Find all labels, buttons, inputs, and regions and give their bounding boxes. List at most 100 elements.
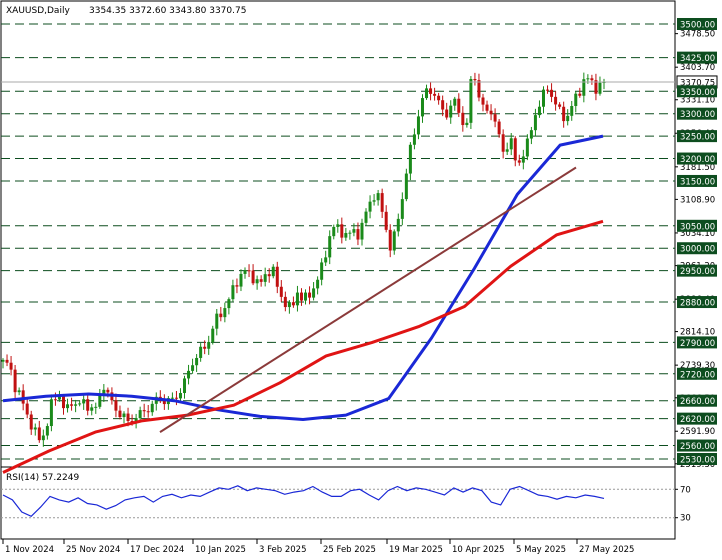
candle-body [517,160,521,163]
candle-body [215,313,219,329]
y-tick-label: 3403.70 [680,63,715,73]
level-tag-bg [677,453,717,465]
candle-body [574,93,578,106]
candle-body [74,404,78,406]
candle-body [332,226,336,237]
plot-area-border [0,0,676,540]
level-tag: 3150.00 [677,174,717,187]
level-tag-bg [677,174,717,187]
candle-body [336,224,340,227]
candle-body [533,115,537,131]
candle-body [509,138,513,150]
x-tick-label: 19 Mar 2025 [389,545,443,555]
level-price-tags: 3500.00 3425.00 3350.00 3300.00 3250.00 3200.… [677,18,717,466]
candle-body [320,262,324,280]
candle-body [70,404,74,406]
candle-body [546,89,550,91]
candle-body [368,201,372,212]
level-tag-label: 3500.00 [680,21,715,31]
horizontal-levels [1,23,675,460]
candle-body [247,270,251,272]
rsi-label: RSI(14) 57.2249 [6,473,79,483]
candle-body [98,395,102,407]
candle-body [53,399,57,401]
candle-body [497,121,501,135]
candle-body [461,112,465,126]
candle-body [295,292,299,306]
candle-body [25,403,29,415]
x-tick-label: 10 Jan 2025 [195,545,246,555]
level-tag-label: 3000.00 [680,245,715,255]
candle-body [489,110,493,115]
candle-body [146,411,150,413]
candle-body [211,328,215,342]
candle-body [396,218,400,232]
level-tag-label: 2620.00 [680,415,715,425]
ohlc-label: 3354.35 3372.60 3343.80 3370.75 [89,6,246,16]
candle-body [235,285,239,287]
candle-body [94,406,98,408]
series-line [2,219,604,474]
candle-body [9,362,13,370]
candle-body [404,173,408,200]
candle-body [251,270,255,284]
candles [1,72,606,447]
candle-body [416,116,420,135]
y-tick-label: 3034.10 [680,229,715,239]
candle-body [485,104,489,111]
candle-body [275,266,279,287]
rsi-indicator: 70 30 [1,485,691,524]
level-tag-bg [677,264,717,277]
candle-body [445,109,449,118]
candle-body [537,106,541,116]
candle-body [37,427,41,441]
level-tag-bg [677,412,717,425]
candle-body [231,285,235,300]
level-tag-label: 2720.00 [680,370,715,380]
candle-body [364,211,368,223]
level-tag: 3300.00 [677,107,717,120]
y-tick-label: 3331.10 [680,96,715,106]
level-tag: 2720.00 [677,367,717,380]
level-tag: 2530.00 [677,453,717,466]
candle-body [199,346,203,358]
candle-body [142,410,146,412]
series-line [2,134,604,421]
candle-body [340,224,344,238]
candle-body [570,105,574,116]
candle-body [191,365,195,371]
level-tag: 3250.00 [677,130,717,143]
y-tick-label: 3478.50 [680,30,715,40]
level-tag-label: 3050.00 [680,222,715,232]
level-tag-bg [677,18,717,30]
x-tick-label: 1 Nov 2024 [5,545,54,555]
level-tag-label: 3250.00 [680,133,715,143]
candle-body [473,79,477,81]
level-tag-bg [677,296,717,309]
candle-body [578,93,582,96]
candle-body [384,211,388,230]
candle-body [558,104,562,107]
candle-body [13,369,17,393]
candle-body [255,279,259,284]
candle-body [372,200,376,202]
candle-body [57,396,61,400]
candle-body [203,346,207,349]
level-tag-label: 2790.00 [680,339,715,349]
level-tag: 3000.00 [677,242,717,255]
level-tag-label: 3200.00 [680,155,715,165]
candle-body [457,98,461,113]
level-tag-bg [677,85,717,98]
candle-body [134,418,138,422]
candle-body [174,397,178,399]
candle-body [304,292,308,301]
level-tag: 2620.00 [677,412,717,425]
level-tag-bg [677,439,717,452]
candle-body [453,98,457,106]
candle-body [291,302,295,306]
level-tag-bg [677,394,717,407]
candle-body [183,378,187,394]
candle-body [299,292,303,301]
level-tag-label: 3300.00 [680,110,715,120]
